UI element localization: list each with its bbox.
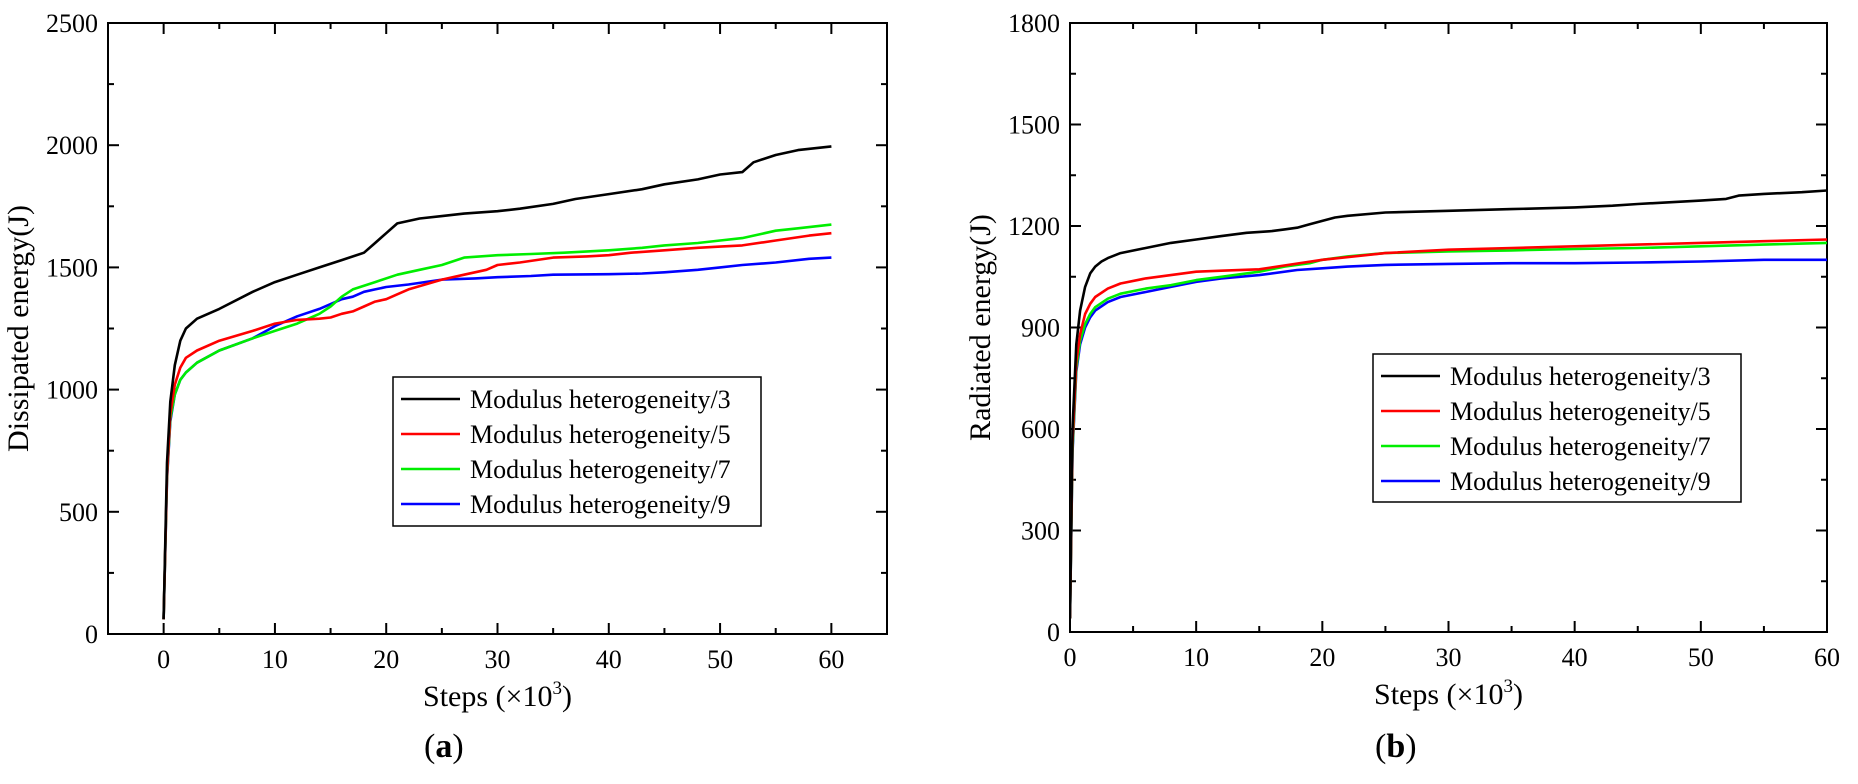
legend-label-b-1: Modulus heterogeneity/3 [1450,362,1711,391]
x-tick-label-b: 40 [1562,643,1588,672]
legend-label-b-3: Modulus heterogeneity/7 [1450,432,1711,461]
x-axis-label-close-a: ) [562,680,572,713]
x-axis-label-a: Steps (×103) [423,678,572,713]
y-tick-label-a: 500 [59,498,98,527]
plot-frame-a [107,22,888,635]
x-tick-label-b: 60 [1814,643,1840,672]
x-axis-label-b: Steps (×103) [1374,676,1523,711]
x-tick-label-a: 20 [373,645,399,674]
series-line-b-3 [1070,241,1827,619]
x-tick-label-b: 10 [1183,643,1209,672]
panel-label-b: (b) [1375,728,1417,765]
y-axis-label-a: Dissipated energy(J) [2,205,35,452]
panel-label-a-letter: a [435,728,453,765]
y-tick-label-b: 1500 [1008,111,1060,140]
x-axis-label-sup-a: 3 [552,678,562,699]
x-tick-label-b: 50 [1688,643,1714,672]
x-axis-label-text-b: Steps (×10 [1374,678,1503,711]
x-tick-label-b: 20 [1309,643,1335,672]
x-axis-label-text-a: Steps (×10 [423,680,552,713]
series-line-b-1 [1070,189,1827,619]
y-tick-label-b: 300 [1021,517,1060,546]
legend-label-b-2: Modulus heterogeneity/5 [1450,397,1711,426]
series-line-a-3 [162,223,832,620]
y-tick-label-a: 1500 [46,253,98,282]
legend-label-a-4: Modulus heterogeneity/9 [470,490,731,519]
series-group-b [1070,189,1827,619]
y-axis-label-b: Radiated energy(J) [964,214,997,441]
x-tick-label-a: 30 [485,645,511,674]
x-tick-label-a: 50 [707,645,733,674]
legend-box-b [1372,353,1742,503]
y-tick-label-a: 2000 [46,131,98,160]
x-axis-label-sup-b: 3 [1503,676,1513,697]
legend-label-b-4: Modulus heterogeneity/9 [1450,467,1711,496]
series-line-a-2 [162,231,832,620]
x-tick-label-a: 0 [157,645,170,674]
y-tick-label-a: 0 [85,620,98,649]
legend-label-a-3: Modulus heterogeneity/7 [470,455,731,484]
series-line-a-1 [162,145,832,620]
panel-label-a: (a) [424,728,464,765]
x-tick-label-a: 40 [596,645,622,674]
x-tick-label-a: 60 [818,645,844,674]
chart-radiated-energy: 0 10 20 30 40 50 600300600900120015001800Steps… [964,9,1840,711]
series-group-a [162,145,832,620]
x-tick-label-a: 10 [262,645,288,674]
y-tick-label-b: 900 [1021,314,1060,343]
chart-dissipated-energy: 0 10 20 30 40 50 60 0 500 1000 1500 2000 2500 Steps (… [2,9,888,713]
plot-frame-b [1069,22,1828,633]
y-tick-label-a: 2500 [46,9,98,38]
legend-label-a-1: Modulus heterogeneity/3 [470,385,731,414]
x-axis-label-close-b: ) [1513,678,1523,711]
y-tick-label-b: 600 [1021,415,1060,444]
panel-label-b-letter: b [1386,728,1406,765]
x-tick-label-b: 30 [1436,643,1462,672]
y-tick-label-b: 1800 [1008,9,1060,38]
legend-label-a-2: Modulus heterogeneity/5 [470,420,731,449]
legend-box-a [392,376,762,527]
y-tick-label-b: 1200 [1008,212,1060,241]
y-tick-label-a: 1000 [46,376,98,405]
y-tick-label-b: 0 [1047,618,1060,647]
x-tick-label-b: 0 [1064,643,1077,672]
series-line-b-2 [1070,238,1827,619]
